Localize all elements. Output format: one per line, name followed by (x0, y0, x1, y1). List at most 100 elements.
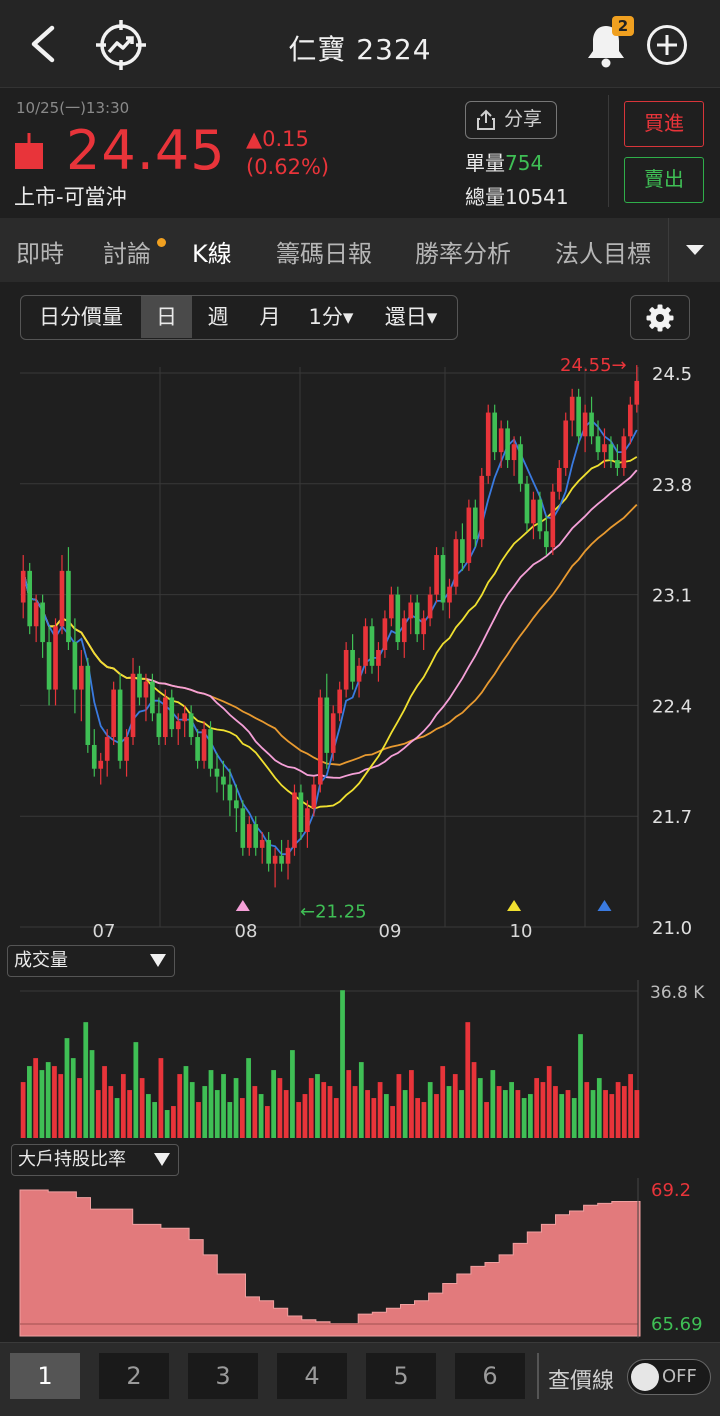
period-month[interactable]: 月 (259, 305, 281, 329)
caret-down-icon (686, 245, 704, 255)
candle-body (550, 491, 556, 548)
volume-bar (383, 1094, 389, 1138)
total-volume-value: 10541 (505, 185, 569, 209)
volume-bar (102, 1066, 107, 1138)
candle-body (240, 808, 246, 848)
add-circle-icon[interactable] (646, 24, 688, 66)
volume-bar (171, 1106, 176, 1138)
volume-max-label: 36.8 K (650, 983, 705, 1003)
candle-body (634, 380, 640, 405)
layout-page-1[interactable]: 1 (10, 1353, 80, 1399)
candle-body (356, 665, 362, 682)
candle-body (595, 436, 601, 453)
volume-bar (152, 1102, 158, 1138)
candle-body (162, 697, 168, 738)
layout-page-2[interactable]: 2 (99, 1353, 169, 1399)
adjust-dropdown[interactable]: 還日▾ (384, 305, 438, 329)
candle-body (272, 855, 278, 864)
candle-body (311, 784, 317, 809)
volume-bar (590, 1090, 596, 1138)
candle-body (66, 570, 71, 643)
layout-page-6[interactable]: 6 (455, 1353, 525, 1399)
tab-institutional-target[interactable]: 法人目標 (555, 240, 651, 268)
volume-bar (546, 1066, 552, 1138)
chart-settings-button[interactable] (630, 295, 690, 340)
layout-page-5[interactable]: 5 (366, 1353, 436, 1399)
candle-body (563, 420, 569, 468)
candle-body (421, 618, 426, 635)
candle-body (447, 586, 452, 603)
candle-body (175, 721, 181, 730)
volume-bar (277, 1078, 283, 1138)
candle-body (98, 760, 104, 769)
volume-bar (83, 1022, 89, 1138)
holder-indicator-select[interactable]: 大戶持股比率 (11, 1144, 179, 1176)
volume-bar (509, 1082, 514, 1138)
volume-bar (233, 1078, 239, 1138)
volume-bar (158, 1058, 164, 1138)
y-tick-label: 24.5 (652, 364, 692, 385)
back-chevron-icon[interactable] (22, 22, 66, 66)
volume-bar (296, 1102, 302, 1138)
volume-bar (521, 1098, 527, 1138)
volume-bar (615, 1082, 621, 1138)
candle-body (137, 673, 142, 698)
tab-realtime[interactable]: 即時 (16, 240, 64, 268)
candle-body (72, 642, 78, 690)
volume-chart[interactable]: 36.8 K (0, 980, 720, 1140)
tab-win-rate[interactable]: 勝率分析 (415, 240, 511, 268)
period-week[interactable]: 週 (207, 305, 229, 329)
y-tick-label: 21.7 (652, 807, 692, 828)
candle-body (621, 436, 627, 468)
volume-indicator-select[interactable]: 成交量 (7, 945, 175, 977)
candle-body (143, 681, 149, 698)
volume-bar (308, 1078, 314, 1138)
candle-body (576, 396, 581, 437)
stock-target-logo-icon[interactable] (94, 18, 148, 72)
period-day[interactable]: 日 (141, 296, 192, 338)
volume-bar (283, 1090, 289, 1138)
layout-page-3[interactable]: 3 (188, 1353, 258, 1399)
volume-bar (402, 1090, 408, 1138)
candle-body (511, 444, 517, 461)
holder-ratio-area (19, 1189, 641, 1337)
candle-body (111, 689, 116, 738)
candle-body (124, 737, 129, 761)
ma20-line (22, 456, 638, 810)
candle-body (266, 839, 271, 864)
candle-body (246, 824, 252, 848)
big-holder-ratio-chart[interactable]: 69.2 65.69 (0, 1178, 720, 1340)
period-selector: 日分價量 日 週 月 1分▾ 還日▾ (20, 295, 458, 340)
volume-bar (559, 1094, 565, 1138)
up-candle-icon (15, 133, 43, 169)
query-line-toggle[interactable]: OFF (627, 1359, 711, 1395)
tab-more-button[interactable] (668, 218, 720, 282)
volume-bar (628, 1074, 633, 1138)
share-label: 分享 (504, 108, 543, 130)
period-minute-dropdown[interactable]: 1分▾ (308, 305, 354, 329)
kline-chart[interactable]: 24.5 23.8 23.1 22.4 21.7 21.0 24.55→ ←21.25 07 08… (0, 345, 720, 940)
volume-bar (446, 1086, 452, 1138)
volume-bar (496, 1086, 502, 1138)
tab-discussion[interactable]: 討論 (103, 240, 151, 268)
candle-body (91, 744, 97, 769)
candle-body (27, 570, 33, 627)
volume-bar (239, 1098, 245, 1138)
tab-chip-daily[interactable]: 籌碼日報 (276, 240, 372, 268)
unit-volume-value: 754 (505, 151, 544, 175)
layout-page-4[interactable]: 4 (277, 1353, 347, 1399)
volume-bar (146, 1094, 151, 1138)
volume-bar (33, 1058, 39, 1138)
tab-kline[interactable]: K線 (192, 240, 232, 268)
sell-button[interactable]: 賣出 (624, 157, 704, 203)
volume-bar (540, 1082, 546, 1138)
share-button[interactable]: 分享 (465, 101, 557, 139)
volume-bar (214, 1090, 220, 1138)
unit-volume-label: 單量 (465, 151, 505, 175)
buy-button[interactable]: 買進 (624, 101, 704, 147)
y-tick-label: 23.1 (652, 586, 692, 607)
period-intraday-volume[interactable]: 日分價量 (39, 305, 123, 329)
quote-panel: 10/25(一)13:30 24.45 ▲0.15 (0.62%) 上市-可當沖… (0, 89, 720, 217)
volume-bar (621, 1086, 627, 1138)
volume-bar (64, 1038, 70, 1138)
